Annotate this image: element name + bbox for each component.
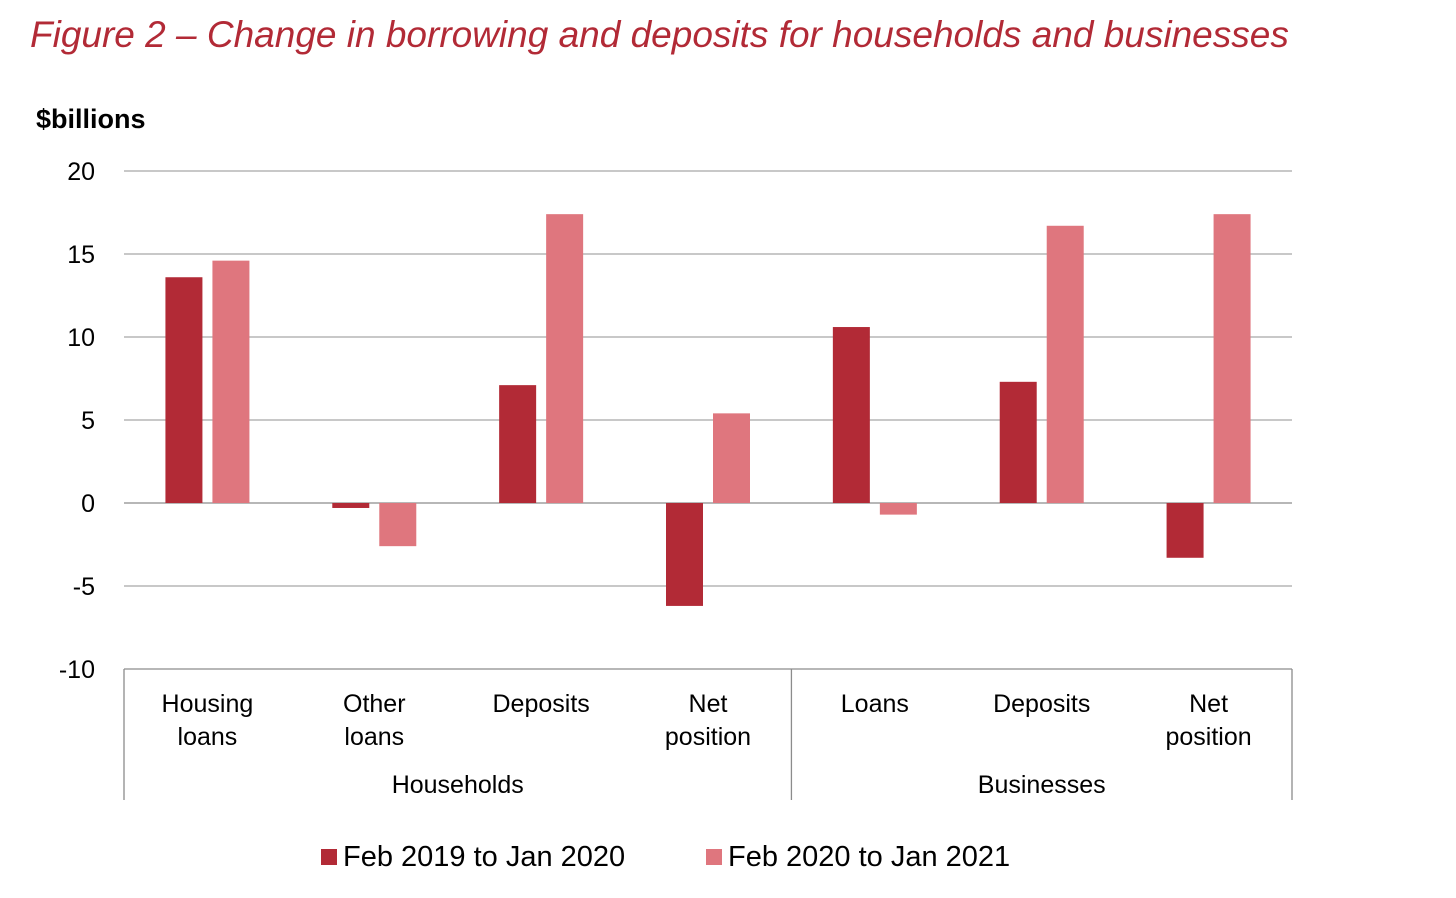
x-category-label: Net [1189,690,1228,718]
axes: $billions 20 15 10 5 0 -5 -10 Housing loans Other l… [36,104,1293,800]
bar [1213,214,1251,503]
gridlines [124,170,1292,587]
x-category-label: Other [343,690,406,718]
bar [879,503,917,515]
bar [713,413,750,503]
y-tick-label: 15 [67,241,95,269]
bar [499,385,537,503]
bars [165,214,1251,606]
group-label: Businesses [978,771,1106,799]
y-tick-label: 0 [81,490,95,518]
group-label: Households [392,771,524,799]
legend-label: Feb 2020 to Jan 2021 [728,841,1010,873]
x-category-label: position [1165,723,1251,751]
legend: Feb 2019 to Jan 2020 Feb 2020 to Jan 2021 [321,841,1010,873]
bar [212,260,250,503]
x-category-label: Deposits [993,690,1090,718]
legend-label: Feb 2019 to Jan 2020 [343,841,625,873]
bar [999,381,1037,503]
x-category-label: Housing [162,690,254,718]
y-tick-label: -5 [73,573,95,601]
legend-swatch [321,849,337,865]
y-axis-unit-label: $billions [36,104,146,134]
bar [1046,225,1084,503]
x-category-label: loans [178,723,238,751]
x-category-label: loans [344,723,404,751]
bar [379,503,417,547]
bar [546,214,584,503]
y-tick-label: -10 [59,656,95,684]
x-category-label: position [665,723,751,751]
x-category-label: Net [689,690,728,718]
bar [666,503,703,606]
x-category-label: Loans [841,690,909,718]
bar [332,503,370,508]
y-tick-label: 5 [81,407,95,435]
bar [165,277,203,503]
y-tick-label: 20 [67,158,95,186]
bar [1166,503,1204,558]
bar [832,327,870,503]
x-category-label: Deposits [493,690,590,718]
figure-title: Figure 2 – Change in borrowing and depos… [30,14,1289,55]
y-tick-label: 10 [67,324,95,352]
legend-swatch [706,849,722,865]
